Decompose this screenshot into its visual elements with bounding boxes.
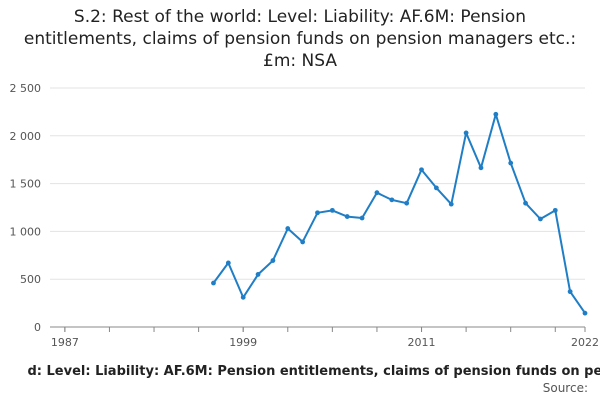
y-tick-label: 1 500	[10, 178, 42, 191]
data-point	[433, 185, 439, 191]
x-tick-label: 2022	[571, 336, 599, 349]
data-point	[329, 207, 335, 213]
data-point	[374, 190, 380, 196]
data-point	[285, 226, 291, 231]
x-tick-label: 1987	[51, 336, 79, 349]
data-point	[508, 160, 514, 166]
data-point	[567, 289, 573, 295]
legend: d: Level: Liability: AF.6M: Pension enti…	[0, 364, 600, 384]
data-point	[493, 111, 499, 117]
data-point	[463, 130, 469, 136]
y-tick-label: 1 000	[10, 225, 42, 238]
data-point	[315, 210, 320, 216]
data-point	[552, 207, 558, 213]
y-tick-label: 2 500	[10, 82, 42, 95]
legend-label: d: Level: Liability: AF.6M: Pension enti…	[27, 364, 600, 379]
data-point	[359, 215, 365, 221]
data-point	[478, 165, 484, 171]
source-label: Source:	[542, 381, 588, 395]
data-point	[270, 258, 276, 263]
series-line	[212, 113, 586, 314]
data-point	[255, 272, 261, 277]
x-tick-label: 1999	[229, 336, 257, 349]
y-tick-label: 0	[34, 321, 41, 334]
data-point	[240, 294, 246, 300]
data-point	[344, 214, 350, 219]
chart-title: S.2: Rest of the world: Level: Liability…	[23, 7, 577, 71]
data-point	[211, 280, 216, 286]
data-point	[582, 310, 588, 316]
data-point	[538, 216, 543, 222]
data-point	[448, 201, 454, 207]
data-point	[225, 260, 231, 266]
y-tick-label: 2 000	[10, 130, 42, 143]
data-point	[523, 200, 528, 206]
data-point	[419, 167, 424, 173]
data-point	[404, 200, 410, 206]
x-tick-label: 2011	[408, 336, 436, 349]
y-tick-label: 500	[20, 273, 41, 286]
data-point	[300, 239, 306, 245]
data-point	[389, 197, 395, 203]
